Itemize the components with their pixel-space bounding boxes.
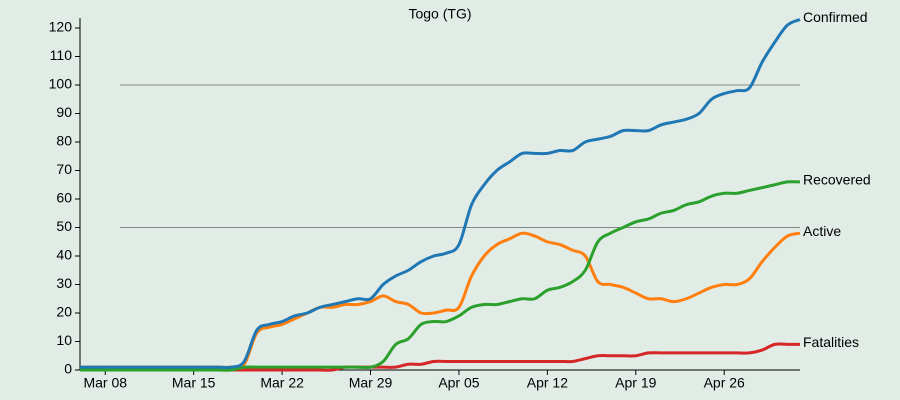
x-tick-label: Apr 26 bbox=[704, 375, 745, 391]
series-line bbox=[79, 180, 801, 372]
y-tick-label: 90 bbox=[56, 104, 72, 120]
y-tick-label: 40 bbox=[56, 247, 72, 263]
x-tick-label: Mar 15 bbox=[172, 375, 216, 391]
series-label: Confirmed bbox=[803, 9, 868, 25]
series-label: Recovered bbox=[803, 172, 871, 188]
x-tick-label: Apr 05 bbox=[438, 375, 479, 391]
y-tick-label: 80 bbox=[56, 133, 72, 149]
y-tick-label: 70 bbox=[56, 161, 72, 177]
chart-title: Togo (TG) bbox=[408, 6, 471, 22]
y-tick-label: 50 bbox=[56, 218, 72, 234]
series-label: Fatalities bbox=[803, 334, 859, 350]
y-tick-label: 10 bbox=[56, 332, 72, 348]
y-tick-label: 120 bbox=[49, 19, 73, 35]
y-tick-label: 110 bbox=[50, 47, 73, 63]
y-tick-label: 60 bbox=[56, 190, 72, 206]
y-tick-label: 30 bbox=[56, 275, 72, 291]
x-tick-label: Apr 12 bbox=[527, 375, 568, 391]
x-tick-label: Apr 19 bbox=[615, 375, 656, 391]
y-tick-label: 20 bbox=[56, 304, 72, 320]
series-label: Active bbox=[803, 223, 841, 239]
x-tick-label: Mar 29 bbox=[349, 375, 393, 391]
series-line bbox=[80, 18, 801, 370]
y-tick-label: 100 bbox=[49, 76, 73, 92]
y-tick-label: 0 bbox=[64, 361, 72, 377]
x-tick-label: Mar 08 bbox=[83, 375, 127, 391]
x-tick-label: Mar 22 bbox=[260, 375, 304, 391]
